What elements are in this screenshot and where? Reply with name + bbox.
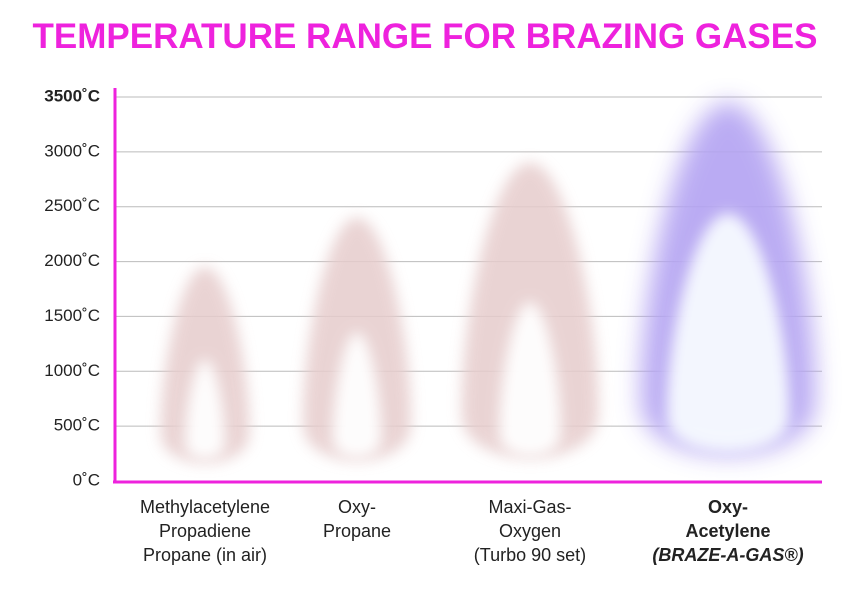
x-tick-label: Propane (323, 521, 391, 541)
x-tick-label: Maxi-Gas- (488, 497, 571, 517)
x-tick-label: Acetylene (685, 521, 770, 541)
x-tick-label: Oxy- (338, 497, 376, 517)
flame (303, 217, 411, 461)
flame-inner (332, 332, 382, 459)
flame (461, 162, 599, 459)
flame (640, 102, 816, 456)
x-tick-label: Methylacetylene (140, 497, 270, 517)
x-tick-label: Oxygen (499, 521, 561, 541)
x-tick-label: Oxy- (708, 497, 748, 517)
y-tick-label: 2500˚C (44, 196, 100, 215)
flames (160, 102, 816, 463)
flame-inner (499, 301, 561, 457)
flame-inner (185, 359, 225, 460)
y-tick-label: 1000˚C (44, 361, 100, 380)
labels: 0˚C 500˚C 1000˚C 1500˚C 2000˚C 2500˚C 3000˚C 35… (44, 86, 803, 565)
y-tick-label: 500˚C (54, 416, 100, 435)
flame-inner (666, 213, 790, 453)
y-tick-label: 3000˚C (44, 141, 100, 160)
x-tick-label: (Turbo 90 set) (474, 545, 586, 565)
y-tick-label: 2000˚C (44, 251, 100, 270)
flame (160, 267, 250, 463)
x-tick-label: Propadiene (159, 521, 251, 541)
y-tick-label: 1500˚C (44, 306, 100, 325)
x-tick-label: Propane (in air) (143, 545, 267, 565)
chart-title: TEMPERATURE RANGE FOR BRAZING GASES (33, 17, 818, 56)
y-tick-label: 0˚C (73, 470, 100, 489)
x-tick-label: (BRAZE-A-GAS®) (652, 545, 803, 565)
y-tick-label: 3500˚C (44, 86, 100, 105)
